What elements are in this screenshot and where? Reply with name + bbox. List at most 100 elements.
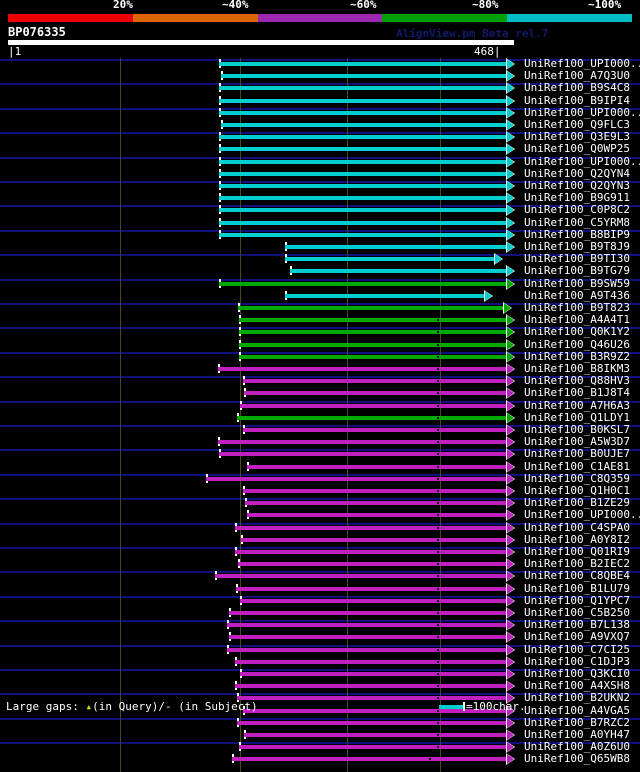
hit-row[interactable]: UniRef100_Q2QYN4 <box>0 167 640 180</box>
hit-sequence-label[interactable]: UniRef100_B9IPI4 <box>524 93 630 107</box>
hit-sequence-label[interactable]: UniRef100_B0KSL7 <box>524 423 630 436</box>
hit-row[interactable]: UniRef100_Q3E9L3 <box>0 131 640 144</box>
hit-row[interactable]: UniRef100_C8QBE4 <box>0 569 640 583</box>
hit-row[interactable]: UniRef100_Q1LDY1 <box>0 411 640 424</box>
hit-row[interactable]: UniRef100_Q65WB8 <box>0 752 640 766</box>
hit-sequence-label[interactable]: UniRef100_C8Q359 <box>524 471 630 485</box>
hit-row[interactable]: UniRef100_C1DJP3 <box>0 654 640 668</box>
hit-alignment-bar[interactable] <box>285 293 484 298</box>
hit-alignment-bar[interactable] <box>219 98 506 103</box>
hit-sequence-label[interactable]: UniRef100_Q88HV3 <box>524 374 630 388</box>
hit-alignment-bar[interactable] <box>229 611 506 615</box>
hit-alignment-bar[interactable] <box>235 684 506 689</box>
hit-sequence-label[interactable]: UniRef100_Q1YPC7 <box>524 593 630 607</box>
hit-sequence-label[interactable]: UniRef100_C1AE81 <box>524 459 630 473</box>
hit-alignment-bar[interactable] <box>219 232 506 237</box>
hit-row[interactable]: UniRef100_Q1YPC7 <box>0 593 640 607</box>
hit-sequence-label[interactable]: UniRef100_A4XSH8 <box>524 679 630 693</box>
hit-row[interactable]: UniRef100_B8IKM3 <box>0 363 640 375</box>
hit-alignment-bar[interactable] <box>237 720 506 725</box>
hit-row[interactable]: UniRef100_Q0K1Y2 <box>0 326 640 339</box>
hit-row[interactable]: UniRef100_B1J8T4 <box>0 387 640 400</box>
hit-alignment-bar[interactable] <box>285 245 506 249</box>
hit-alignment-bar[interactable] <box>219 171 506 176</box>
hit-row[interactable]: UniRef100_C4SPA0 <box>0 520 640 534</box>
hit-row[interactable]: UniRef100_A7H6A3 <box>0 398 640 412</box>
hit-row[interactable]: UniRef100_A5W3D7 <box>0 435 640 449</box>
hit-row[interactable]: UniRef100_B3R9Z2 <box>0 349 640 363</box>
hit-row[interactable]: UniRef100_A0Y8I2 <box>0 532 640 546</box>
hit-alignment-bar[interactable] <box>239 354 506 359</box>
hit-sequence-label[interactable]: UniRef100_B8IKM3 <box>524 362 630 375</box>
hit-alignment-bar[interactable] <box>219 184 506 188</box>
hit-sequence-label[interactable]: UniRef100_C8QBE4 <box>524 569 630 583</box>
hit-row[interactable]: UniRef100_C5YRM8 <box>0 215 640 229</box>
hit-alignment-bar[interactable] <box>219 147 506 152</box>
hit-sequence-label[interactable]: UniRef100_A4A4T1 <box>524 313 630 327</box>
hit-sequence-label[interactable]: UniRef100_B2IEC2 <box>524 557 630 571</box>
hit-sequence-label[interactable]: UniRef100_B9S4C8 <box>524 81 630 95</box>
hit-alignment-bar[interactable] <box>236 586 506 591</box>
hit-sequence-label[interactable]: UniRef100_B9TG79 <box>524 264 630 278</box>
hit-row[interactable]: UniRef100_B2UKN2 <box>0 691 640 705</box>
hit-alignment-bar[interactable] <box>229 635 506 640</box>
hit-row[interactable]: UniRef100_Q3KCI0 <box>0 668 640 680</box>
hit-sequence-label[interactable]: UniRef100_UPI000.. <box>524 105 640 119</box>
hit-sequence-label[interactable]: UniRef100_UPI000.. <box>524 57 640 70</box>
hit-sequence-label[interactable]: UniRef100_B9T823 <box>524 301 630 314</box>
hit-sequence-label[interactable]: UniRef100_C4SPA0 <box>524 520 630 534</box>
hit-sequence-label[interactable]: UniRef100_C1DJP3 <box>524 654 630 668</box>
hit-sequence-label[interactable]: UniRef100_B2UKN2 <box>524 691 630 705</box>
hit-row[interactable]: UniRef100_C8Q359 <box>0 471 640 485</box>
hit-alignment-bar[interactable] <box>237 415 506 420</box>
hit-sequence-label[interactable]: UniRef100_C5YRM8 <box>524 215 630 229</box>
hit-row[interactable]: UniRef100_B0KSL7 <box>0 424 640 436</box>
hit-row[interactable]: UniRef100_Q1H0C1 <box>0 485 640 497</box>
hit-sequence-label[interactable]: UniRef100_B7L138 <box>524 618 630 632</box>
hit-alignment-bar[interactable] <box>227 623 506 628</box>
hit-row[interactable]: UniRef100_A7Q3U0 <box>0 70 640 83</box>
hit-sequence-label[interactable]: UniRef100_A4VGA5 <box>524 703 630 717</box>
hit-alignment-bar[interactable] <box>241 537 506 542</box>
hit-row[interactable]: UniRef100_Q9FLC3 <box>0 119 640 131</box>
hit-alignment-bar[interactable] <box>219 135 506 140</box>
hit-alignment-bar[interactable] <box>239 342 506 347</box>
hit-alignment-bar[interactable] <box>219 159 506 164</box>
hit-alignment-bar[interactable] <box>235 525 506 530</box>
hit-sequence-label[interactable]: UniRef100_Q65WB8 <box>524 752 630 766</box>
hit-row[interactable]: UniRef100_Q0WP25 <box>0 143 640 156</box>
hit-alignment-bar[interactable] <box>232 757 506 762</box>
hit-row[interactable]: UniRef100_B7RZC2 <box>0 716 640 729</box>
hit-sequence-label[interactable]: UniRef100_A0Y8I2 <box>524 532 630 546</box>
hit-alignment-bar[interactable] <box>238 306 503 310</box>
hit-row[interactable]: UniRef100_B1ZE29 <box>0 497 640 510</box>
hit-sequence-label[interactable]: UniRef100_C5B250 <box>524 606 630 619</box>
hit-sequence-label[interactable]: UniRef100_Q1H0C1 <box>524 484 630 497</box>
hit-row[interactable]: UniRef100_A4XSH8 <box>0 679 640 693</box>
hit-row[interactable]: UniRef100_A9T436 <box>0 289 640 302</box>
hit-row[interactable]: UniRef100_UPI000.. <box>0 58 640 70</box>
hit-sequence-label[interactable]: UniRef100_B0UJE7 <box>524 447 630 461</box>
hit-alignment-bar[interactable] <box>243 379 506 384</box>
hit-alignment-bar[interactable] <box>219 196 506 201</box>
hit-alignment-bar[interactable] <box>221 123 506 127</box>
hit-sequence-label[interactable]: UniRef100_Q2QYN3 <box>524 179 630 192</box>
hit-sequence-label[interactable]: UniRef100_A5W3D7 <box>524 435 630 449</box>
hit-sequence-label[interactable]: UniRef100_Q3KCI0 <box>524 667 630 680</box>
hit-alignment-bar[interactable] <box>240 598 506 603</box>
hit-sequence-label[interactable]: UniRef100_Q46U26 <box>524 337 630 351</box>
hit-row[interactable]: UniRef100_Q88HV3 <box>0 374 640 388</box>
hit-sequence-label[interactable]: UniRef100_B3R9Z2 <box>524 349 630 363</box>
hit-row[interactable]: UniRef100_A9VXQ7 <box>0 631 640 644</box>
hit-row[interactable]: UniRef100_A0YH47 <box>0 729 640 741</box>
hit-sequence-label[interactable]: UniRef100_B9SW59 <box>524 276 630 290</box>
hit-sequence-label[interactable]: UniRef100_A7H6A3 <box>524 398 630 412</box>
hit-row[interactable]: UniRef100_B2IEC2 <box>0 557 640 571</box>
hit-row[interactable]: UniRef100_B7L138 <box>0 618 640 632</box>
hit-alignment-bar[interactable] <box>235 659 506 664</box>
hit-alignment-bar[interactable] <box>247 513 506 518</box>
hit-row[interactable]: UniRef100_B9IPI4 <box>0 93 640 107</box>
hit-row[interactable]: UniRef100_C1AE81 <box>0 459 640 473</box>
hit-alignment-bar[interactable] <box>244 733 506 737</box>
hit-row[interactable]: UniRef100_C7CI25 <box>0 643 640 656</box>
